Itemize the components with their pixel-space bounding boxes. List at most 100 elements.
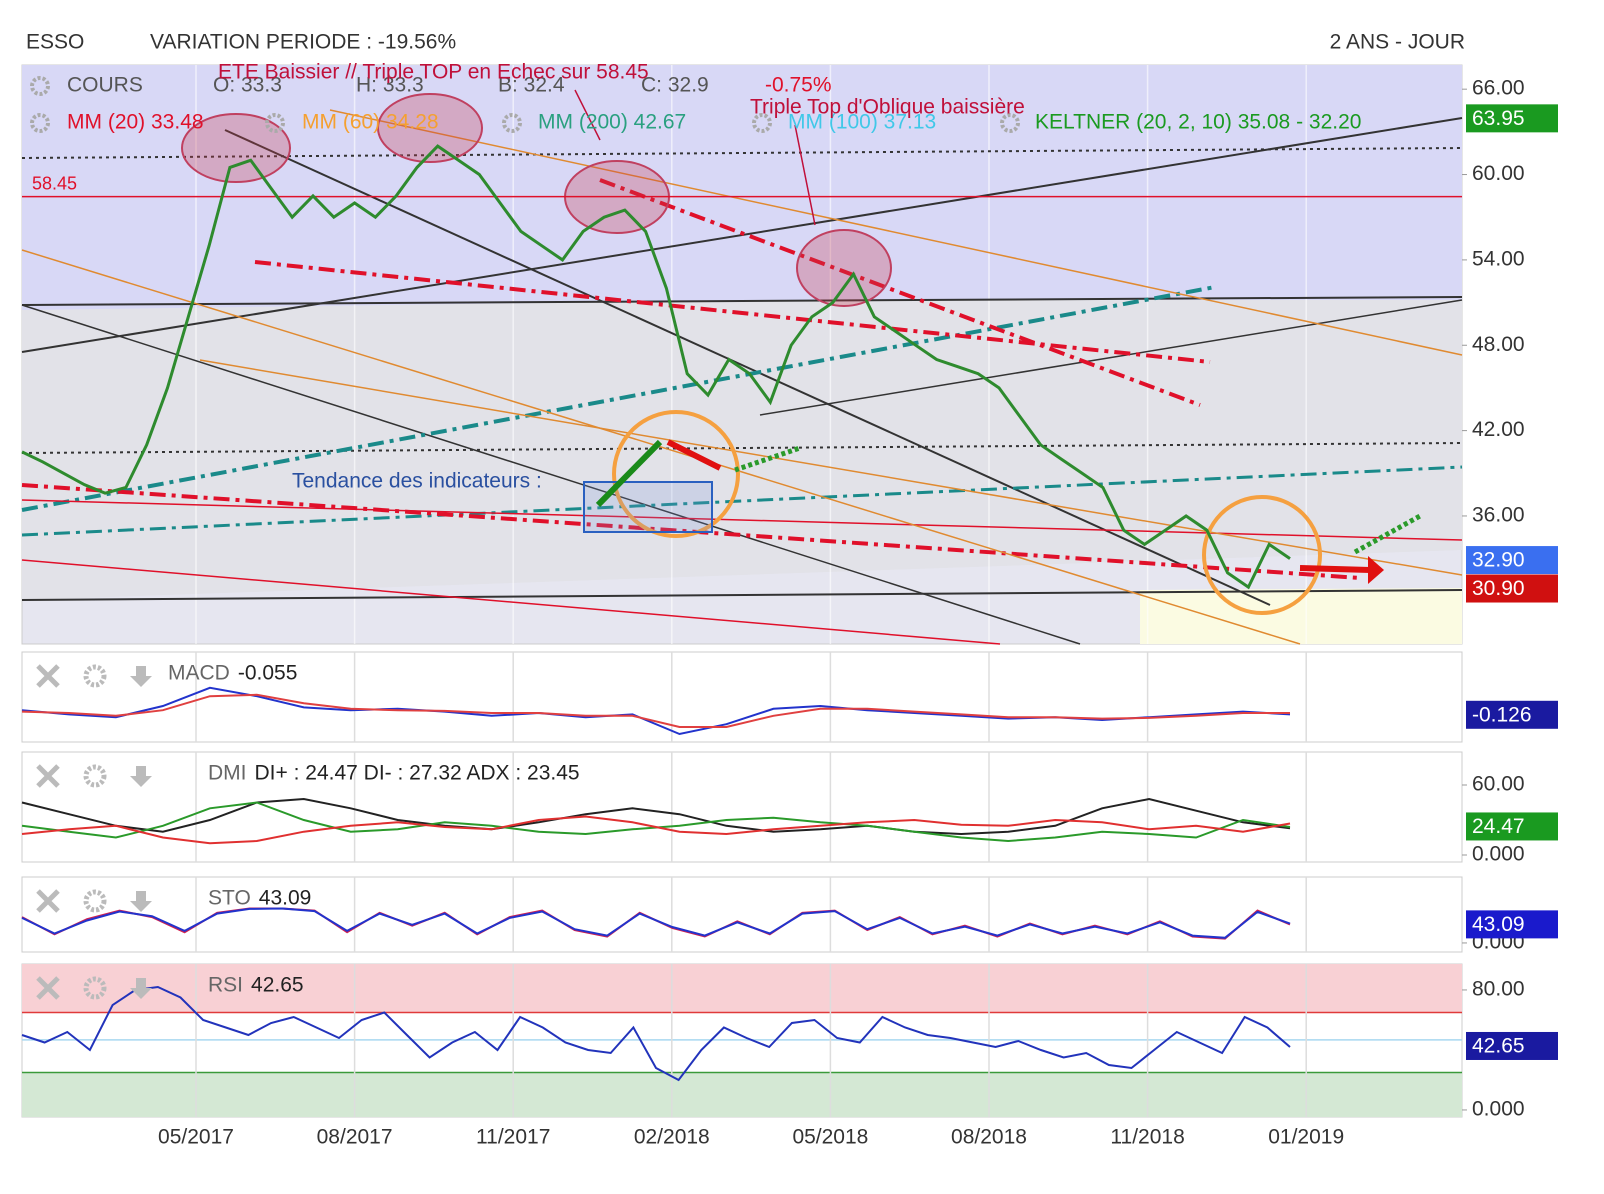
series-line: [21, 907, 1291, 939]
trend-line: [199, 359, 1463, 576]
arrow: [1299, 565, 1371, 573]
indicator-panel: [21, 876, 1463, 953]
settings-icon: [265, 113, 285, 133]
arrow: [1353, 513, 1422, 555]
series-line: [21, 693, 1290, 728]
close-icon: [36, 889, 60, 913]
y-tick-label: 48.00: [1472, 333, 1525, 356]
highlight: [1202, 495, 1322, 615]
pointer: [794, 124, 816, 226]
trend-line: [21, 249, 1301, 645]
y-tick-label: 0.000: [1472, 843, 1525, 866]
settings-icon: [83, 976, 107, 1000]
trend-line: [599, 178, 1201, 407]
close-icon: [36, 976, 60, 1000]
settings-icon: [83, 764, 107, 788]
trend-line: [21, 589, 1463, 601]
series-line: [21, 144, 1291, 590]
arrow-head: [1368, 556, 1384, 584]
y-tick-label: 36.00: [1472, 504, 1525, 527]
indicator-title: RSI: [208, 974, 243, 997]
zone: [22, 300, 1462, 600]
arrow: [734, 445, 801, 473]
trend-line: [224, 129, 1271, 606]
trend-line: [329, 109, 1463, 356]
settings-icon: [83, 889, 107, 913]
value-badge-label: 24.47: [1472, 815, 1525, 838]
value-badge: [1466, 574, 1558, 603]
indicator-readout: 43.09: [259, 887, 312, 910]
y-tick-label: 60.00: [1472, 162, 1525, 185]
legend-item: MM (20) 33.48: [67, 111, 204, 134]
value-badge: [1466, 910, 1558, 939]
value-badge-label: 42.65: [1472, 1035, 1525, 1058]
arrow: [595, 439, 663, 508]
value-badge: [1466, 1031, 1558, 1060]
zone: [1140, 588, 1462, 644]
series-line: [21, 797, 1291, 836]
legend-item: MM (200) 42.67: [538, 111, 686, 134]
y-tick-label: 42.00: [1472, 418, 1525, 441]
x-tick-label: 02/2018: [634, 1126, 710, 1149]
period: 2 ANS - JOUR: [1330, 31, 1465, 54]
x-tick-label: 01/2019: [1268, 1126, 1344, 1149]
legend-title: COURS: [67, 74, 143, 97]
value-badge: [1466, 104, 1558, 133]
value-badge-label: 30.90: [1472, 577, 1525, 600]
x-tick-label: 11/2017: [476, 1126, 550, 1149]
move-icon: [130, 978, 152, 999]
value-badge-label: 43.09: [1472, 913, 1525, 936]
close-icon: [36, 764, 60, 788]
trend-line: [21, 499, 1463, 541]
y-tick-label: 54.00: [1472, 247, 1525, 270]
level-band: [22, 964, 1462, 1013]
move-icon: [130, 766, 152, 787]
y-tick-label: 66.00: [1472, 77, 1525, 100]
indicator-title: MACD: [168, 662, 230, 685]
highlight: [612, 410, 740, 538]
move-icon: [130, 666, 152, 687]
legend-item: MM (100) 37.13: [788, 111, 936, 134]
indicator-readout: DI+ : 24.47 DI- : 27.32 ADX : 23.45: [255, 762, 580, 785]
y-tick-label: 80.00: [1472, 977, 1525, 1000]
value-badge: [1466, 812, 1558, 841]
reference-label: 58.45: [32, 173, 77, 193]
indicator-panel: [21, 751, 1463, 863]
legend-item: O: 33.3: [213, 74, 282, 97]
x-tick-label: 08/2017: [317, 1126, 393, 1149]
indicator-title: STO: [208, 887, 251, 910]
arrow: [666, 439, 722, 471]
annotation: -0.75%: [765, 74, 832, 97]
annotation: Tendance des indicateurs :: [292, 470, 542, 493]
backgrounds: [21, 64, 1463, 645]
trend-line: [21, 442, 1463, 454]
pointer: [574, 89, 601, 141]
legend-item: KELTNER (20, 2, 10) 35.08 - 32.20: [1035, 111, 1361, 134]
annotation: ETE Baissier // Triple TOP en Echec sur …: [218, 61, 649, 84]
settings-icon: [752, 113, 772, 133]
move-icon: [130, 891, 152, 912]
trend-line: [21, 285, 1216, 512]
settings-icon: [83, 664, 107, 688]
value-badge: [1466, 700, 1558, 729]
ticker: ESSO: [26, 31, 84, 54]
legend-item: H: 33.3: [356, 74, 424, 97]
close-icon: [36, 664, 60, 688]
variation: VARIATION PERIODE : -19.56%: [150, 31, 456, 54]
legend-item: MM (60) 34.28: [302, 111, 439, 134]
trend-line: [21, 296, 1463, 306]
x-tick-label: 05/2018: [792, 1126, 868, 1149]
y-tick-label: 0.000: [1472, 1097, 1525, 1120]
value-badge-label: 32.90: [1472, 549, 1525, 572]
x-tick-label: 05/2017: [158, 1126, 234, 1149]
highlight: [181, 113, 291, 183]
trend-line: [21, 147, 1463, 159]
level-band: [22, 1072, 1462, 1117]
settings-icon: [1000, 113, 1020, 133]
indicator-readout: 42.65: [251, 974, 304, 997]
y-tick-label: 60.00: [1472, 773, 1525, 796]
legend-item: C: 32.9: [641, 74, 709, 97]
box: [583, 481, 713, 533]
x-tick-label: 08/2018: [951, 1126, 1027, 1149]
